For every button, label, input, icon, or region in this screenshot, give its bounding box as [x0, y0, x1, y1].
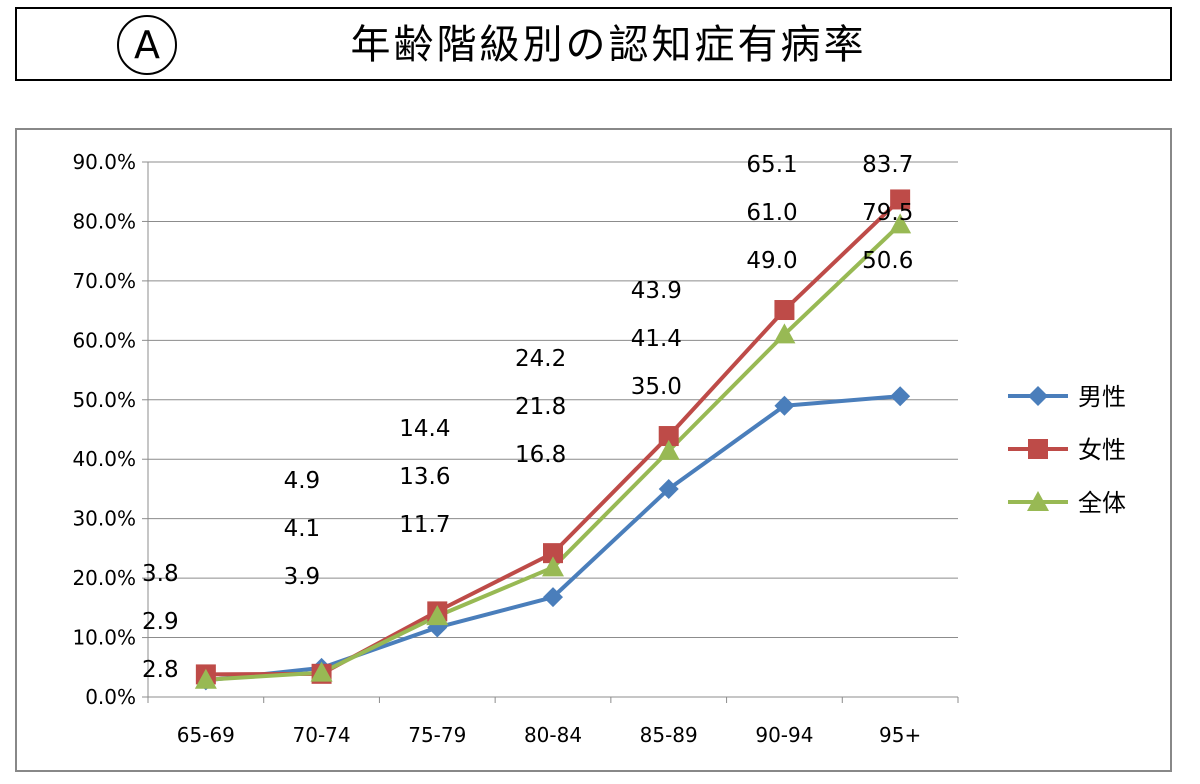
data-label: 11.7 — [399, 512, 450, 538]
data-label: 35.0 — [631, 374, 682, 400]
data-label: 43.9 — [631, 278, 682, 304]
data-label: 4.1 — [284, 516, 321, 542]
data-label: 83.7 — [862, 152, 913, 178]
data-point — [890, 189, 911, 210]
x-tick-label: 85-89 — [640, 723, 698, 747]
page-title: 年齢階級別の認知症有病率 — [350, 22, 867, 68]
data-label: 49.0 — [746, 248, 797, 274]
data-point — [657, 439, 680, 460]
data-point — [774, 395, 795, 416]
data-point — [774, 300, 795, 321]
data-point — [889, 213, 912, 234]
legend-label: 女性 — [1078, 436, 1126, 464]
data-label: 3.8 — [142, 561, 179, 587]
y-tick-label: 90.0% — [72, 150, 136, 174]
data-label: 3.9 — [284, 564, 321, 590]
data-label: 79.5 — [862, 200, 913, 226]
y-tick-label: 0.0% — [85, 685, 136, 709]
data-label: 14.4 — [399, 416, 450, 442]
data-label: 61.0 — [746, 200, 797, 226]
legend-label: 男性 — [1078, 383, 1126, 411]
data-point — [543, 587, 563, 608]
data-label: 2.9 — [142, 609, 179, 635]
data-point — [542, 556, 564, 577]
data-point — [543, 543, 563, 564]
legend-marker — [1028, 386, 1048, 406]
data-point — [658, 426, 679, 447]
data-label: 13.6 — [399, 464, 450, 490]
legend-marker — [1028, 439, 1048, 459]
legend-label: 全体 — [1078, 489, 1126, 517]
data-point — [194, 668, 217, 689]
x-tick-label: 65-69 — [177, 723, 235, 747]
y-tick-label: 80.0% — [72, 209, 136, 233]
y-tick-label: 10.0% — [72, 626, 136, 650]
y-tick-label: 50.0% — [72, 388, 136, 412]
data-label: 4.9 — [284, 468, 321, 494]
x-tick-label: 80-84 — [524, 723, 582, 747]
data-label: 50.6 — [862, 248, 913, 274]
data-label: 65.1 — [746, 152, 797, 178]
section-badge: A — [117, 15, 177, 75]
x-tick-label: 70-74 — [293, 723, 351, 747]
legend-marker — [1027, 491, 1049, 511]
data-point — [658, 478, 679, 499]
y-tick-label: 40.0% — [72, 447, 136, 471]
y-tick-label: 70.0% — [72, 269, 136, 293]
x-tick-label: 90-94 — [755, 723, 813, 747]
y-tick-label: 20.0% — [72, 566, 136, 590]
data-label: 16.8 — [515, 442, 566, 468]
data-point — [773, 323, 796, 344]
data-label: 2.8 — [142, 657, 179, 683]
title-box: A 年齢階級別の認知症有病率 — [15, 7, 1172, 81]
data-label: 21.8 — [515, 394, 566, 420]
data-point — [426, 605, 449, 626]
x-tick-label: 95+ — [879, 723, 921, 747]
data-point — [890, 386, 911, 407]
x-tick-label: 75-79 — [408, 723, 466, 747]
y-tick-label: 30.0% — [72, 507, 136, 531]
data-point — [310, 661, 333, 682]
y-tick-label: 60.0% — [72, 328, 136, 352]
data-label: 24.2 — [515, 346, 566, 372]
data-label: 41.4 — [631, 326, 682, 352]
